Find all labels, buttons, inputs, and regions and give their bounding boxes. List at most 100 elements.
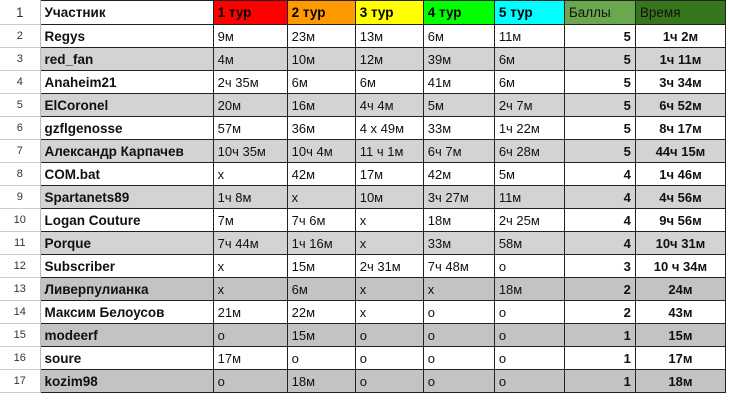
participant-cell[interactable]: Ливерпулианка: [39, 277, 214, 301]
round-5-cell[interactable]: o: [493, 346, 565, 370]
participant-cell[interactable]: Максим Белоусов: [39, 300, 214, 324]
column-header[interactable]: 5 тур: [493, 0, 565, 25]
round-5-cell[interactable]: o: [493, 300, 565, 324]
round-4-cell[interactable]: 42м: [422, 162, 495, 186]
points-cell[interactable]: 5: [563, 139, 636, 163]
round-1-cell[interactable]: 17м: [212, 346, 288, 370]
total-time-cell[interactable]: 9ч 56м: [634, 208, 727, 232]
points-cell[interactable]: 1: [563, 346, 636, 370]
round-3-cell[interactable]: 17м: [354, 162, 424, 186]
participant-cell[interactable]: red_fan: [39, 47, 214, 71]
round-4-cell[interactable]: 33м: [422, 116, 495, 140]
round-5-cell[interactable]: 2ч 7м: [493, 93, 565, 117]
round-3-cell[interactable]: 12м: [354, 47, 424, 71]
round-1-cell[interactable]: 57м: [212, 116, 288, 140]
total-time-cell[interactable]: 17м: [634, 346, 727, 370]
round-2-cell[interactable]: 1ч 16м: [286, 231, 356, 255]
round-2-cell[interactable]: o: [286, 346, 356, 370]
round-3-cell[interactable]: 10м: [354, 185, 424, 209]
round-3-cell[interactable]: x: [354, 231, 424, 255]
participant-cell[interactable]: Regys: [39, 24, 214, 48]
round-4-cell[interactable]: 6ч 7м: [422, 139, 495, 163]
round-3-cell[interactable]: x: [354, 208, 424, 232]
round-2-cell[interactable]: 6м: [286, 70, 356, 94]
round-2-cell[interactable]: 7ч 6м: [286, 208, 356, 232]
round-5-cell[interactable]: o: [493, 369, 565, 393]
round-1-cell[interactable]: 4м: [212, 47, 288, 71]
round-2-cell[interactable]: 15м: [286, 323, 356, 347]
round-5-cell[interactable]: 6ч 28м: [493, 139, 565, 163]
round-1-cell[interactable]: 20м: [212, 93, 288, 117]
round-2-cell[interactable]: 23м: [286, 24, 356, 48]
round-1-cell[interactable]: x: [212, 254, 288, 278]
participant-cell[interactable]: Subscriber: [39, 254, 214, 278]
row-number[interactable]: 16: [0, 346, 41, 370]
round-3-cell[interactable]: 6м: [354, 70, 424, 94]
round-1-cell[interactable]: 7ч 44м: [212, 231, 288, 255]
points-cell[interactable]: 4: [563, 208, 636, 232]
row-number[interactable]: 5: [0, 93, 41, 117]
row-number[interactable]: 2: [0, 24, 41, 48]
total-time-cell[interactable]: 1ч 2м: [634, 24, 727, 48]
points-cell[interactable]: 1: [563, 323, 636, 347]
row-number[interactable]: 14: [0, 300, 41, 324]
round-1-cell[interactable]: o: [212, 369, 288, 393]
participant-cell[interactable]: gzflgenosse: [39, 116, 214, 140]
row-number[interactable]: 6: [0, 116, 41, 140]
total-time-cell[interactable]: 10ч 31м: [634, 231, 727, 255]
round-4-cell[interactable]: 3ч 27м: [422, 185, 495, 209]
row-number[interactable]: 9: [0, 185, 41, 209]
round-5-cell[interactable]: o: [493, 323, 565, 347]
total-time-cell[interactable]: 8ч 17м: [634, 116, 727, 140]
round-5-cell[interactable]: 18м: [493, 277, 565, 301]
round-3-cell[interactable]: 2ч 31м: [354, 254, 424, 278]
round-1-cell[interactable]: 7м: [212, 208, 288, 232]
round-3-cell[interactable]: 4 х 49м: [354, 116, 424, 140]
round-4-cell[interactable]: o: [422, 323, 495, 347]
round-1-cell[interactable]: o: [212, 323, 288, 347]
round-1-cell[interactable]: 2ч 35м: [212, 70, 288, 94]
points-cell[interactable]: 5: [563, 47, 636, 71]
points-cell[interactable]: 4: [563, 231, 636, 255]
participant-cell[interactable]: ElCoronel: [39, 93, 214, 117]
round-5-cell[interactable]: 5м: [493, 162, 565, 186]
total-time-cell[interactable]: 1ч 46м: [634, 162, 727, 186]
round-4-cell[interactable]: o: [422, 369, 495, 393]
round-3-cell[interactable]: o: [354, 369, 424, 393]
points-cell[interactable]: 5: [563, 70, 636, 94]
points-cell[interactable]: 5: [563, 24, 636, 48]
round-2-cell[interactable]: 10м: [286, 47, 356, 71]
round-3-cell[interactable]: 13м: [354, 24, 424, 48]
participant-cell[interactable]: Anaheim21: [39, 70, 214, 94]
column-header[interactable]: 3 тур: [354, 0, 424, 25]
row-number[interactable]: 17: [0, 369, 41, 393]
column-header[interactable]: Баллы: [563, 0, 636, 25]
round-2-cell[interactable]: 22м: [286, 300, 356, 324]
points-cell[interactable]: 4: [563, 185, 636, 209]
round-2-cell[interactable]: 6м: [286, 277, 356, 301]
points-cell[interactable]: 3: [563, 254, 636, 278]
round-5-cell[interactable]: 11м: [493, 185, 565, 209]
round-4-cell[interactable]: x: [422, 277, 495, 301]
round-5-cell[interactable]: 58м: [493, 231, 565, 255]
round-5-cell[interactable]: 6м: [493, 70, 565, 94]
column-header[interactable]: Время: [634, 0, 727, 25]
total-time-cell[interactable]: 24м: [634, 277, 727, 301]
round-1-cell[interactable]: 10ч 35м: [212, 139, 288, 163]
round-2-cell[interactable]: 15м: [286, 254, 356, 278]
round-5-cell[interactable]: o: [493, 254, 565, 278]
round-4-cell[interactable]: 41м: [422, 70, 495, 94]
participant-cell[interactable]: Александр Карпачев: [39, 139, 214, 163]
total-time-cell[interactable]: 18м: [634, 369, 727, 393]
round-4-cell[interactable]: 6м: [422, 24, 495, 48]
participant-cell[interactable]: COM.bat: [39, 162, 214, 186]
row-number[interactable]: 1: [0, 0, 41, 25]
round-3-cell[interactable]: o: [354, 346, 424, 370]
participant-cell[interactable]: soure: [39, 346, 214, 370]
participant-cell[interactable]: Spartanets89: [39, 185, 214, 209]
column-header[interactable]: 1 тур: [212, 0, 288, 25]
total-time-cell[interactable]: 43м: [634, 300, 727, 324]
row-number[interactable]: 8: [0, 162, 41, 186]
participant-cell[interactable]: Porque: [39, 231, 214, 255]
round-1-cell[interactable]: 9м: [212, 24, 288, 48]
